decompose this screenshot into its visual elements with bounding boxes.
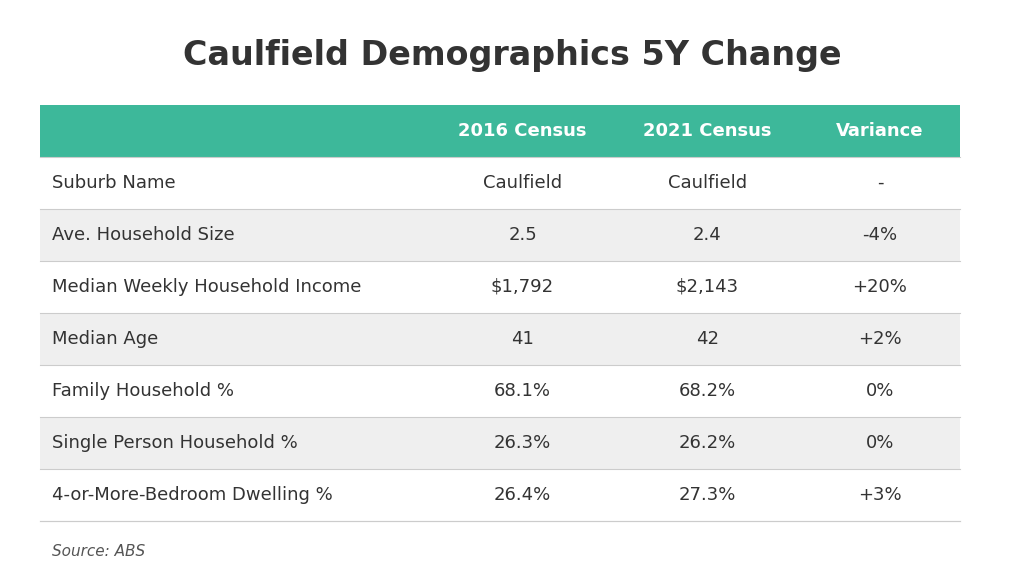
Text: +3%: +3% xyxy=(858,486,902,504)
Text: Variance: Variance xyxy=(837,122,924,140)
Text: 42: 42 xyxy=(696,330,719,348)
Text: $2,143: $2,143 xyxy=(676,278,739,296)
Text: 0%: 0% xyxy=(866,382,894,400)
Text: 26.4%: 26.4% xyxy=(494,486,551,504)
Text: 2.5: 2.5 xyxy=(508,226,537,244)
Text: Caulfield: Caulfield xyxy=(483,174,562,192)
Text: Ave. Household Size: Ave. Household Size xyxy=(52,226,234,244)
Bar xyxy=(40,209,961,261)
Text: Single Person Household %: Single Person Household % xyxy=(52,434,298,452)
Text: Family Household %: Family Household % xyxy=(52,382,234,400)
Text: 0%: 0% xyxy=(866,434,894,452)
Text: Median Weekly Household Income: Median Weekly Household Income xyxy=(52,278,361,296)
Text: -4%: -4% xyxy=(862,226,898,244)
Text: -: - xyxy=(877,174,884,192)
Bar xyxy=(40,469,961,521)
Bar xyxy=(40,157,961,209)
Text: $1,792: $1,792 xyxy=(490,278,554,296)
Text: Caulfield Demographics 5Y Change: Caulfield Demographics 5Y Change xyxy=(182,38,842,72)
Text: +20%: +20% xyxy=(853,278,907,296)
Bar xyxy=(40,417,961,469)
Bar xyxy=(40,313,961,365)
Text: 2016 Census: 2016 Census xyxy=(459,122,587,140)
Text: Source: ABS: Source: ABS xyxy=(52,543,145,558)
Text: Median Age: Median Age xyxy=(52,330,159,348)
Text: Caulfield: Caulfield xyxy=(668,174,748,192)
Text: +2%: +2% xyxy=(858,330,902,348)
Text: Suburb Name: Suburb Name xyxy=(52,174,176,192)
Text: 68.2%: 68.2% xyxy=(679,382,736,400)
Text: 2021 Census: 2021 Census xyxy=(643,122,772,140)
Bar xyxy=(40,365,961,417)
Text: 26.2%: 26.2% xyxy=(679,434,736,452)
Text: 41: 41 xyxy=(511,330,534,348)
Text: 26.3%: 26.3% xyxy=(494,434,551,452)
Text: 27.3%: 27.3% xyxy=(679,486,736,504)
Text: 68.1%: 68.1% xyxy=(494,382,551,400)
Text: 2.4: 2.4 xyxy=(693,226,722,244)
Bar xyxy=(40,261,961,313)
Bar xyxy=(40,105,961,157)
Text: 4-or-More-Bedroom Dwelling %: 4-or-More-Bedroom Dwelling % xyxy=(52,486,333,504)
